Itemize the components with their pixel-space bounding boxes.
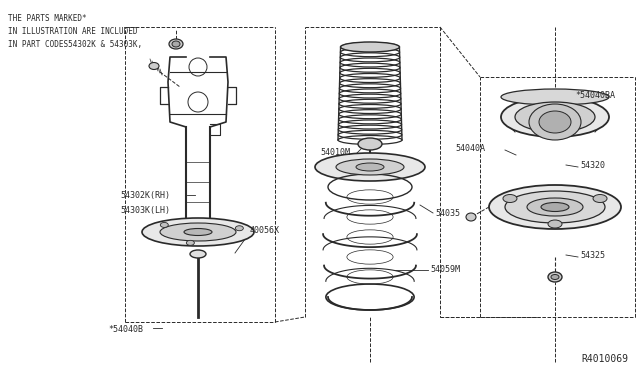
Ellipse shape [172, 41, 180, 47]
Ellipse shape [358, 138, 382, 150]
Ellipse shape [160, 223, 236, 241]
Text: *54040BA: *54040BA [575, 90, 615, 99]
Ellipse shape [466, 213, 476, 221]
Ellipse shape [169, 39, 183, 49]
Ellipse shape [548, 220, 562, 228]
Ellipse shape [541, 202, 569, 212]
Text: *54040B: *54040B [108, 326, 143, 334]
Ellipse shape [336, 159, 404, 175]
Ellipse shape [184, 228, 212, 235]
Ellipse shape [548, 272, 562, 282]
Ellipse shape [529, 104, 581, 140]
Ellipse shape [149, 62, 159, 70]
Ellipse shape [505, 191, 605, 223]
Ellipse shape [501, 89, 609, 105]
Ellipse shape [539, 111, 571, 133]
Ellipse shape [340, 42, 399, 52]
Text: THE PARTS MARKED*
IN ILLUSTRATION ARE INCLUDED
IN PART CODES54302K & 54303K,: THE PARTS MARKED* IN ILLUSTRATION ARE IN… [8, 14, 142, 49]
Ellipse shape [315, 153, 425, 181]
Ellipse shape [515, 102, 595, 132]
Text: 54059M: 54059M [430, 266, 460, 275]
Ellipse shape [551, 275, 559, 279]
Text: 54320: 54320 [580, 160, 605, 170]
Text: 54010M: 54010M [320, 148, 350, 157]
Text: 54325: 54325 [580, 250, 605, 260]
Text: 40056X: 40056X [250, 225, 280, 234]
Ellipse shape [142, 218, 254, 246]
Ellipse shape [186, 240, 195, 245]
Ellipse shape [593, 195, 607, 202]
Ellipse shape [236, 226, 243, 231]
Ellipse shape [160, 222, 168, 227]
Ellipse shape [501, 97, 609, 137]
Text: 54302K(RH): 54302K(RH) [120, 190, 170, 199]
Ellipse shape [356, 163, 384, 171]
Text: R4010069: R4010069 [581, 354, 628, 364]
Text: 54040A: 54040A [455, 144, 485, 153]
Text: 54303K(LH): 54303K(LH) [120, 205, 170, 215]
Ellipse shape [489, 185, 621, 229]
Ellipse shape [503, 195, 517, 202]
Ellipse shape [527, 198, 583, 216]
Ellipse shape [190, 250, 206, 258]
Text: 54035: 54035 [435, 208, 460, 218]
